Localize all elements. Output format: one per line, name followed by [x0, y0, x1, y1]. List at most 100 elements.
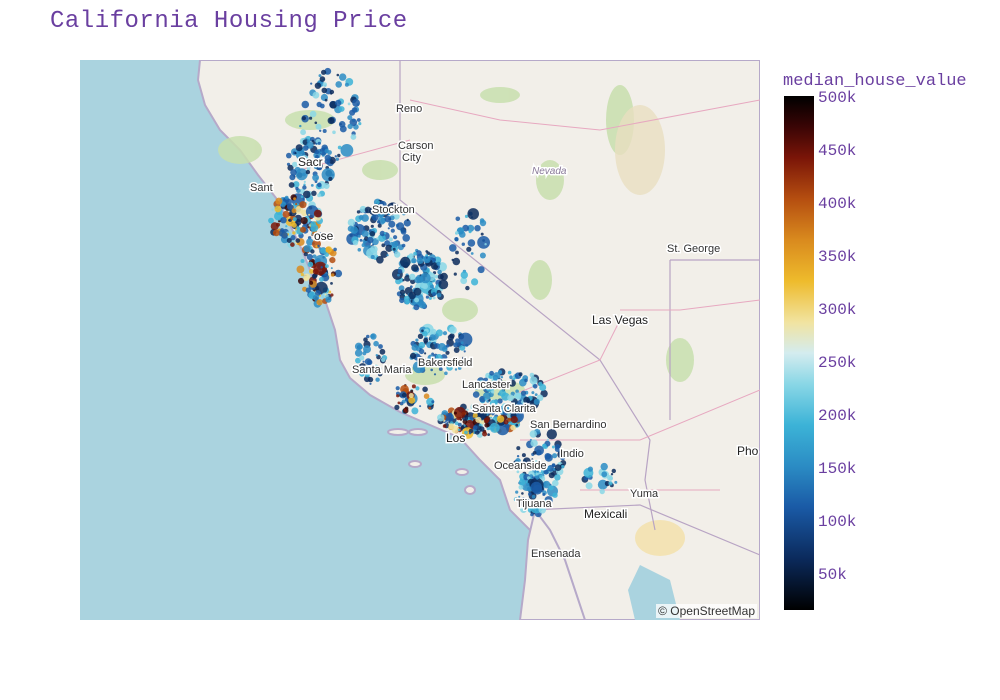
housing-point[interactable] [527, 476, 531, 480]
housing-point[interactable] [296, 265, 305, 274]
housing-point[interactable] [467, 239, 476, 247]
housing-point[interactable] [324, 98, 328, 102]
housing-point[interactable] [317, 182, 322, 188]
housing-point[interactable] [305, 287, 311, 293]
housing-point[interactable] [403, 295, 410, 302]
housing-point[interactable] [329, 89, 335, 95]
housing-point[interactable] [290, 169, 297, 176]
housing-point[interactable] [358, 215, 364, 220]
housing-point[interactable] [274, 205, 282, 213]
housing-point[interactable] [351, 107, 358, 113]
housing-point[interactable] [604, 480, 611, 487]
housing-point[interactable] [434, 274, 439, 279]
housing-point[interactable] [305, 169, 311, 175]
housing-point[interactable] [308, 224, 311, 227]
housing-point[interactable] [317, 232, 324, 238]
housing-point[interactable] [300, 259, 305, 263]
housing-point[interactable] [477, 266, 485, 274]
housing-point[interactable] [314, 121, 318, 125]
housing-point[interactable] [487, 433, 490, 436]
housing-point[interactable] [490, 416, 492, 419]
housing-point[interactable] [554, 444, 561, 450]
housing-point[interactable] [385, 244, 393, 252]
housing-point[interactable] [515, 490, 519, 494]
housing-point[interactable] [363, 375, 371, 383]
housing-point[interactable] [383, 232, 387, 235]
housing-point[interactable] [537, 459, 541, 463]
housing-point[interactable] [500, 383, 507, 389]
housing-point[interactable] [399, 297, 405, 304]
housing-point[interactable] [464, 214, 469, 218]
housing-point[interactable] [358, 122, 362, 126]
housing-point[interactable] [335, 157, 339, 161]
housing-point[interactable] [325, 296, 332, 303]
map-view[interactable]: Reno Carson City Nevada Sacr Sant Stockt… [80, 60, 760, 620]
housing-point[interactable] [529, 372, 535, 378]
housing-point[interactable] [508, 379, 516, 387]
housing-point[interactable] [535, 449, 542, 456]
housing-point[interactable] [392, 213, 400, 220]
housing-point[interactable] [610, 473, 614, 476]
housing-point[interactable] [538, 381, 543, 387]
housing-point[interactable] [521, 453, 526, 458]
housing-point[interactable] [314, 149, 320, 155]
housing-point[interactable] [473, 425, 478, 430]
housing-point[interactable] [386, 254, 389, 257]
housing-point[interactable] [309, 110, 317, 118]
housing-point[interactable] [399, 289, 406, 295]
housing-point[interactable] [535, 475, 540, 480]
housing-point[interactable] [361, 243, 366, 248]
housing-point[interactable] [488, 405, 492, 408]
housing-point[interactable] [347, 102, 351, 106]
housing-point[interactable] [291, 208, 297, 214]
housing-point[interactable] [300, 195, 304, 198]
housing-point[interactable] [376, 369, 381, 374]
housing-point[interactable] [477, 236, 490, 249]
housing-point[interactable] [520, 506, 527, 513]
housing-point[interactable] [445, 413, 454, 422]
housing-point[interactable] [313, 209, 322, 218]
housing-point[interactable] [480, 232, 484, 236]
housing-point[interactable] [329, 257, 336, 264]
housing-point[interactable] [306, 253, 313, 261]
housing-point[interactable] [384, 215, 392, 223]
housing-point[interactable] [470, 252, 474, 255]
housing-point[interactable] [478, 386, 481, 389]
housing-point[interactable] [288, 182, 295, 188]
housing-point[interactable] [475, 416, 482, 423]
housing-point[interactable] [532, 484, 543, 495]
housing-point[interactable] [459, 360, 465, 366]
housing-point[interactable] [373, 340, 379, 347]
housing-point[interactable] [329, 249, 337, 257]
housing-point[interactable] [330, 273, 335, 277]
housing-point[interactable] [325, 264, 329, 268]
housing-point[interactable] [472, 391, 480, 398]
housing-point[interactable] [350, 226, 358, 234]
housing-point[interactable] [315, 154, 319, 159]
housing-point[interactable] [526, 501, 531, 506]
housing-point[interactable] [432, 296, 436, 300]
housing-point[interactable] [513, 497, 518, 502]
housing-point[interactable] [271, 208, 274, 211]
housing-point[interactable] [554, 464, 562, 471]
housing-point[interactable] [431, 400, 435, 404]
housing-point[interactable] [300, 226, 306, 233]
housing-point[interactable] [272, 229, 280, 237]
housing-point[interactable] [492, 374, 499, 381]
housing-point[interactable] [313, 261, 327, 276]
housing-point[interactable] [482, 431, 488, 437]
housing-point[interactable] [546, 466, 551, 470]
housing-point[interactable] [352, 240, 359, 246]
housing-point[interactable] [498, 369, 503, 375]
housing-point[interactable] [502, 410, 508, 416]
housing-point[interactable] [432, 258, 436, 262]
housing-point[interactable] [408, 393, 414, 398]
housing-point[interactable] [282, 210, 290, 218]
housing-point[interactable] [524, 378, 528, 383]
housing-point[interactable] [310, 184, 314, 187]
housing-point[interactable] [479, 218, 485, 223]
housing-point[interactable] [481, 404, 489, 412]
housing-point[interactable] [440, 272, 448, 281]
housing-point[interactable] [445, 350, 450, 355]
housing-point[interactable] [561, 465, 565, 469]
